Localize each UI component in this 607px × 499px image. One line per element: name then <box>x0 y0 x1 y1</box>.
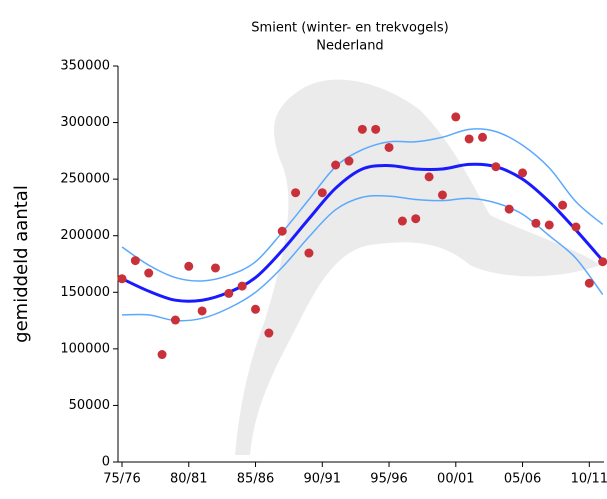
data-point <box>451 112 461 122</box>
data-point <box>264 328 274 338</box>
x-tick-label: 90/91 <box>304 472 341 487</box>
data-point <box>584 278 594 288</box>
lower-band <box>122 194 604 322</box>
y-tick-label: 300000 <box>60 115 110 130</box>
data-point <box>491 162 501 172</box>
data-point <box>317 188 327 198</box>
y-tick-label: 100000 <box>60 341 110 356</box>
data-point <box>210 263 220 273</box>
x-tick-label: 85/86 <box>237 472 274 487</box>
data-point <box>571 222 581 232</box>
data-point <box>224 288 234 298</box>
x-tick-label: 10/11 <box>571 472 607 487</box>
data-point <box>117 274 127 284</box>
data-point <box>437 190 447 200</box>
data-point <box>304 248 314 258</box>
data-point <box>157 350 167 360</box>
data-point <box>424 172 434 182</box>
y-axis-label: gemiddeld aantal <box>11 185 32 343</box>
trend-line <box>121 162 604 303</box>
data-point <box>197 306 207 316</box>
data-point <box>291 188 301 198</box>
x-tick-label: 00/01 <box>437 472 474 487</box>
x-tick-label: 75/76 <box>103 472 140 487</box>
data-point <box>251 304 261 314</box>
data-point <box>184 261 194 271</box>
data-point <box>357 124 367 134</box>
data-point <box>130 256 140 266</box>
x-tick-label: 95/96 <box>370 472 407 487</box>
data-point <box>237 281 247 291</box>
data-point <box>518 168 528 178</box>
background-silhouette <box>235 79 600 455</box>
data-point <box>344 156 354 166</box>
y-tick-label: 50000 <box>69 398 110 413</box>
data-point <box>478 132 487 142</box>
data-point <box>144 268 154 278</box>
y-tick-label: 150000 <box>60 285 110 300</box>
y-tick-label: 350000 <box>60 59 110 74</box>
data-point <box>277 226 287 236</box>
data-point <box>411 214 421 224</box>
data-point <box>371 124 381 134</box>
upper-band <box>121 128 604 282</box>
y-tick-label: 250000 <box>60 172 110 187</box>
x-tick-label: 05/06 <box>504 472 541 487</box>
data-point <box>397 216 407 226</box>
data-point <box>331 160 341 170</box>
data-point <box>170 315 180 325</box>
data-point <box>464 134 474 144</box>
data-point <box>384 142 394 152</box>
data-point <box>544 220 554 230</box>
data-point <box>598 257 607 267</box>
data-point <box>504 204 514 214</box>
y-tick-label: 0 <box>102 455 110 470</box>
data-point <box>558 200 568 210</box>
x-tick-label: 80/81 <box>170 472 207 487</box>
data-point <box>531 218 541 228</box>
chart-title: Smient (winter- en trekvogels) <box>251 21 448 36</box>
y-tick-label: 200000 <box>60 228 110 243</box>
chart-subtitle: Nederland <box>316 39 383 54</box>
